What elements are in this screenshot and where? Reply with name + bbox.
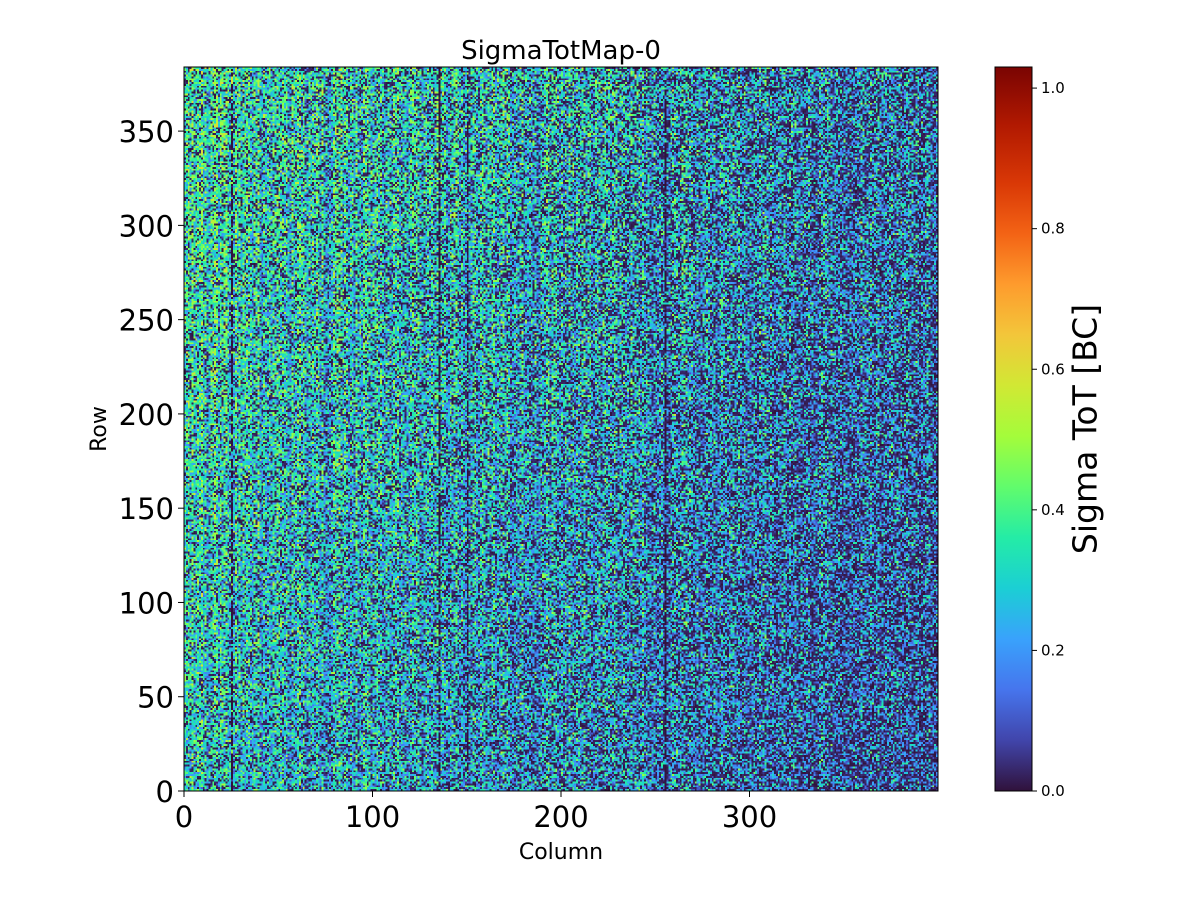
colorbar-label: Sigma ToT [BC] [1066, 304, 1105, 554]
x-tick-label: 300 [722, 800, 777, 834]
colorbar-tick-label: 0.0 [1041, 782, 1065, 800]
colorbar-axis: 0.0 0.2 0.4 0.6 0.8 1.0 [1032, 79, 1065, 800]
x-axis: 0 100 200 300 [175, 791, 777, 834]
colorbar-tick-label: 1.0 [1041, 79, 1065, 97]
colorbar-tick-label: 0.4 [1041, 501, 1065, 519]
y-axis-label: Row [87, 406, 112, 452]
y-tick-label: 350 [119, 115, 174, 149]
x-tick-label: 200 [533, 800, 588, 834]
y-tick-label: 200 [119, 398, 174, 432]
colorbar-tick-label: 0.8 [1041, 220, 1065, 238]
y-tick-label: 150 [119, 492, 174, 526]
y-tick-label: 0 [156, 775, 174, 809]
colorbar [995, 67, 1032, 791]
y-axis: 0 50 100 150 200 250 300 350 [119, 115, 184, 809]
x-tick-label: 100 [345, 800, 400, 834]
y-tick-label: 100 [119, 586, 174, 620]
colorbar-tick-label: 0.2 [1041, 641, 1065, 659]
chart-title: SigmaTotMap-0 [461, 36, 661, 66]
colorbar-tick-label: 0.6 [1041, 360, 1065, 378]
y-tick-label: 250 [119, 304, 174, 338]
x-tick-label: 0 [175, 800, 193, 834]
x-axis-label: Column [519, 840, 603, 865]
y-tick-label: 50 [137, 681, 174, 715]
y-tick-label: 300 [119, 209, 174, 243]
colorbar-frame [994, 66, 1033, 792]
heatmap-image [184, 67, 938, 791]
